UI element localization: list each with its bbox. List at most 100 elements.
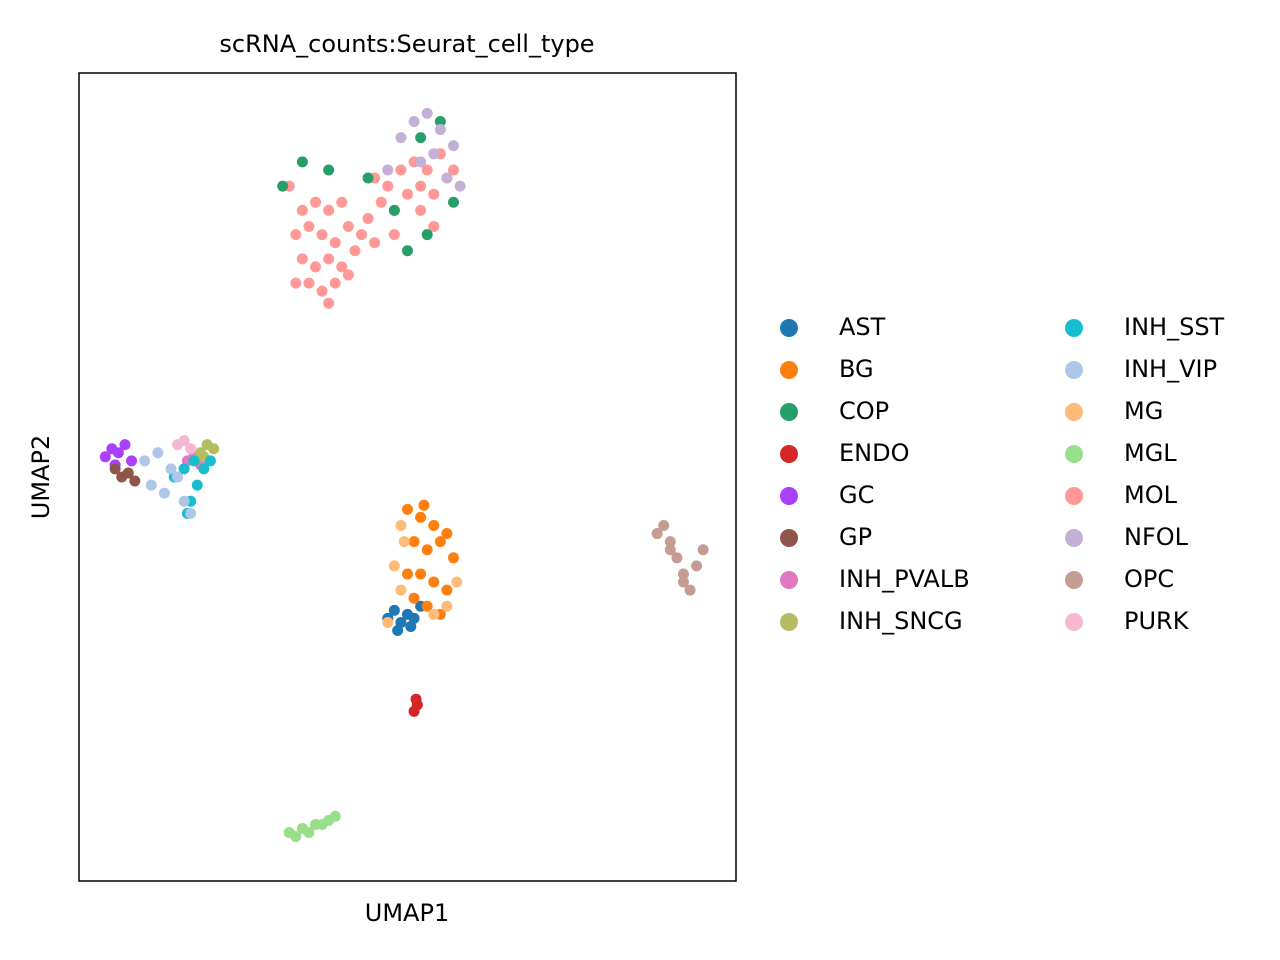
point bbox=[651, 528, 663, 540]
point bbox=[434, 536, 446, 548]
legend-marker bbox=[780, 571, 798, 589]
point bbox=[290, 831, 302, 843]
point bbox=[408, 592, 420, 604]
point bbox=[310, 261, 322, 273]
point bbox=[375, 196, 387, 208]
legend-marker bbox=[780, 529, 798, 547]
legend-marker bbox=[1065, 487, 1083, 505]
point bbox=[408, 536, 420, 548]
point bbox=[323, 253, 335, 265]
point bbox=[323, 297, 335, 309]
legend-label: GP bbox=[839, 523, 872, 551]
legend-label: MGL bbox=[1124, 439, 1177, 467]
point bbox=[185, 443, 197, 455]
point bbox=[99, 451, 111, 463]
point bbox=[441, 172, 453, 184]
point bbox=[408, 115, 420, 127]
point bbox=[362, 212, 374, 224]
point bbox=[677, 568, 689, 580]
point bbox=[188, 455, 200, 467]
point bbox=[405, 620, 417, 632]
point bbox=[388, 560, 400, 572]
point bbox=[145, 479, 157, 491]
point bbox=[447, 196, 459, 208]
point bbox=[415, 132, 427, 144]
point bbox=[122, 467, 134, 479]
point bbox=[277, 180, 289, 192]
point bbox=[342, 221, 354, 233]
point bbox=[395, 519, 407, 531]
point bbox=[129, 475, 141, 487]
point bbox=[428, 576, 440, 588]
point bbox=[392, 625, 404, 637]
point bbox=[139, 455, 151, 467]
point bbox=[296, 253, 308, 265]
legend-marker bbox=[780, 403, 798, 421]
point bbox=[165, 463, 177, 475]
point bbox=[658, 519, 670, 531]
point bbox=[204, 455, 216, 467]
point bbox=[382, 164, 394, 176]
point bbox=[109, 463, 121, 475]
point bbox=[303, 277, 315, 289]
legend-label: ENDO bbox=[839, 439, 910, 467]
legend-label: INH_SNCG bbox=[839, 607, 963, 635]
point bbox=[178, 435, 190, 447]
legend-marker bbox=[1065, 319, 1083, 337]
point bbox=[395, 164, 407, 176]
legend-label: BG bbox=[839, 355, 874, 383]
point bbox=[428, 188, 440, 200]
legend-label: PURK bbox=[1124, 607, 1190, 635]
point bbox=[434, 115, 446, 127]
point bbox=[303, 827, 315, 839]
legend-marker bbox=[780, 319, 798, 337]
legend-label: OPC bbox=[1124, 565, 1174, 593]
point bbox=[362, 172, 374, 184]
point bbox=[434, 124, 446, 136]
point bbox=[388, 229, 400, 241]
plot-frame bbox=[78, 72, 737, 882]
point bbox=[382, 180, 394, 192]
point bbox=[410, 693, 422, 705]
legend-label: INH_PVALB bbox=[839, 565, 970, 593]
point bbox=[415, 568, 427, 580]
legend-marker bbox=[780, 361, 798, 379]
point bbox=[691, 560, 703, 572]
y-axis-label: UMAP2 bbox=[27, 435, 55, 519]
point bbox=[395, 132, 407, 144]
legend-label: COP bbox=[839, 397, 889, 425]
point bbox=[677, 576, 689, 588]
point bbox=[178, 495, 190, 507]
point bbox=[428, 148, 440, 160]
legend-label: NFOL bbox=[1124, 523, 1189, 551]
point bbox=[697, 544, 709, 556]
point bbox=[356, 229, 368, 241]
point bbox=[415, 180, 427, 192]
point bbox=[185, 507, 197, 519]
legend-label: INH_VIP bbox=[1124, 355, 1217, 383]
point bbox=[158, 487, 170, 499]
point bbox=[447, 552, 459, 564]
point bbox=[451, 576, 463, 588]
point bbox=[671, 552, 683, 564]
point bbox=[421, 600, 433, 612]
legend-label: GC bbox=[839, 481, 874, 509]
legend-marker bbox=[780, 487, 798, 505]
legend-label: INH_SST bbox=[1124, 313, 1225, 341]
point bbox=[441, 528, 453, 540]
point bbox=[369, 237, 381, 249]
point bbox=[316, 229, 328, 241]
point bbox=[388, 204, 400, 216]
point bbox=[388, 604, 400, 616]
legend-label: AST bbox=[839, 313, 886, 341]
point bbox=[402, 568, 413, 580]
point bbox=[418, 499, 430, 511]
legend-label: MOL bbox=[1124, 481, 1178, 509]
point bbox=[402, 503, 413, 515]
point bbox=[296, 156, 308, 168]
point bbox=[421, 107, 433, 119]
legend-marker bbox=[1065, 571, 1083, 589]
point bbox=[441, 600, 453, 612]
point bbox=[349, 245, 361, 257]
point bbox=[415, 204, 427, 216]
